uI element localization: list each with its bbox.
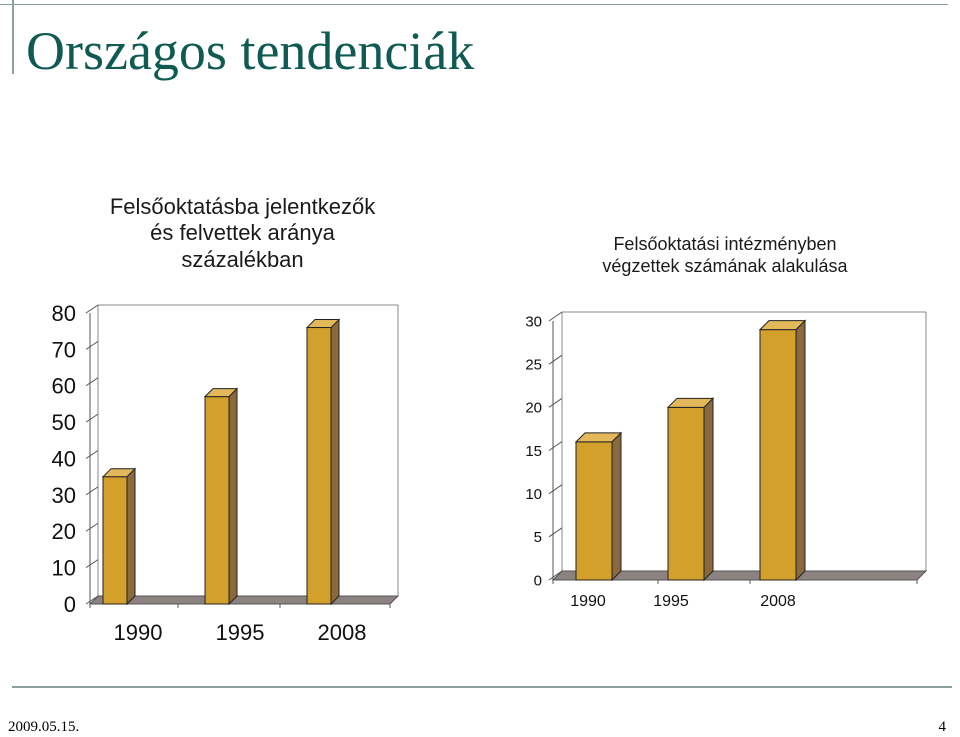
chart1-bar-1990 xyxy=(102,476,128,605)
accent-vertical-line xyxy=(12,0,14,74)
chart1-y-tick xyxy=(85,522,99,532)
chart2-y-tick xyxy=(548,311,563,322)
chart2-title: Felsőoktatási intézményben végzettek szá… xyxy=(520,234,930,277)
chart1-y-tick xyxy=(85,559,99,569)
chart1-y-tick xyxy=(85,304,99,314)
chart1-title-line-1: Felsőoktatásba jelentkezők xyxy=(109,194,376,219)
chart2-y-tick-label: 30 xyxy=(525,313,542,330)
chart2-y-tick xyxy=(548,527,563,538)
chart2-category-label: 1990 xyxy=(570,593,606,610)
chart1-bar-side-1990 xyxy=(126,467,136,606)
chart2-y-tick-label: 20 xyxy=(525,400,542,417)
chart1-floor xyxy=(88,595,400,605)
chart1-y-tick xyxy=(85,413,99,423)
chart1-category-label: 1990 xyxy=(114,620,163,645)
footer-date: 2009.05.15. xyxy=(8,719,80,735)
chart1-y-tick xyxy=(85,595,99,605)
chart2-y-tick-label: 15 xyxy=(525,443,542,460)
chart2-y-tick xyxy=(548,570,563,581)
chart2-bar-2008 xyxy=(759,329,797,581)
chart2-y-tick-label: 10 xyxy=(525,486,542,503)
chart2-bar-top-1990 xyxy=(574,432,623,443)
chart2-title-line-2: végzettek számának alakulása xyxy=(602,255,848,276)
chart1-bar-1995 xyxy=(204,396,230,605)
chart2-y-tick xyxy=(548,397,563,408)
chart2-bar-top-1995 xyxy=(666,397,715,408)
chart1-y-tick xyxy=(85,377,99,387)
chart1-y-tick xyxy=(85,450,99,459)
chart2-y-tick-label: 5 xyxy=(534,529,542,546)
chart1-y-tick-label: 50 xyxy=(52,410,76,435)
chart2-bar-top-2008 xyxy=(758,320,807,331)
page-title: Országos tendenciák xyxy=(26,21,475,81)
chart1-y-tick-label: 20 xyxy=(52,519,76,544)
chart1-title-line-3: százalékban xyxy=(181,246,304,272)
chart2-y-tick xyxy=(548,484,563,495)
chart1-bar-top-2008 xyxy=(305,319,341,329)
chart1-title-line-2: és felvettek aránya xyxy=(150,220,335,246)
chart2-y-tick xyxy=(548,354,563,365)
chart1-y-tick-label: 70 xyxy=(52,337,76,362)
chart1-bar-top-1995 xyxy=(203,388,239,398)
chart1-y-tick-label: 10 xyxy=(52,556,76,581)
page-number: 4 xyxy=(938,719,947,735)
chart2-bar-side-1995 xyxy=(703,397,714,582)
chart1-bar-side-1995 xyxy=(228,387,238,606)
chart1-bar-2008 xyxy=(306,327,332,605)
chart1-bar-side-2008 xyxy=(330,318,340,606)
top-divider-line xyxy=(0,4,948,5)
chart2-y-tick xyxy=(548,441,563,451)
chart2-bar-side-1990 xyxy=(611,431,622,582)
chart1-y-tick-label: 0 xyxy=(64,592,76,617)
chart1-y-tick-label: 80 xyxy=(52,301,76,326)
chart1-y-tick xyxy=(85,486,99,496)
chart1-y-tick-label: 40 xyxy=(52,446,76,471)
chart2-y-tick-label: 0 xyxy=(534,572,542,589)
chart2-bar-1995 xyxy=(667,406,705,581)
chart2-bar-1990 xyxy=(575,441,613,581)
chart2-y-tick-label: 25 xyxy=(525,357,542,374)
chart1-y-tick-label: 60 xyxy=(52,374,76,399)
chart2-category-label: 1995 xyxy=(653,593,689,610)
chart1-y-tick xyxy=(85,340,99,350)
chart1-category-label: 2008 xyxy=(318,620,367,645)
chart1-title: Felsőoktatásba jelentkezők és felvettek … xyxy=(60,194,425,273)
chart2-title-line-1: Felsőoktatási intézményben xyxy=(613,234,837,254)
chart2-category-label: 2008 xyxy=(760,593,796,610)
footer-divider-line xyxy=(12,686,952,688)
chart1-bar-top-1990 xyxy=(101,468,137,478)
chart1-y-tick-label: 30 xyxy=(52,483,76,508)
chart2-bar-side-2008 xyxy=(795,319,806,582)
chart1-category-label: 1995 xyxy=(216,620,265,645)
